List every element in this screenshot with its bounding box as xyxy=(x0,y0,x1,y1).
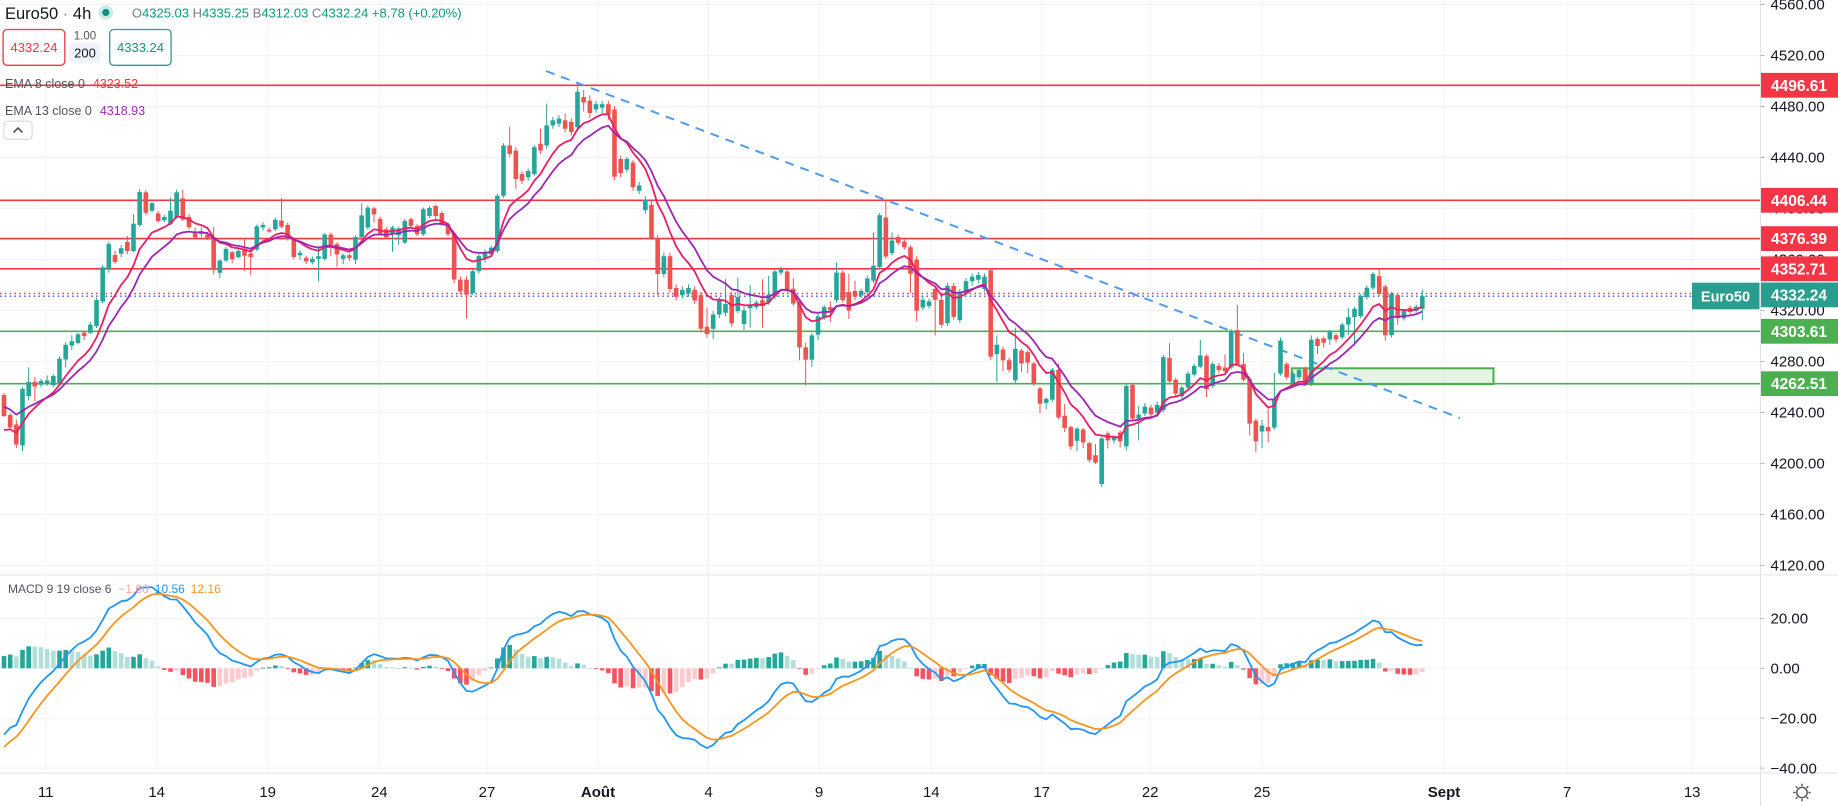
svg-text:17: 17 xyxy=(1033,784,1050,801)
svg-text:7: 7 xyxy=(1563,784,1571,801)
svg-text:27: 27 xyxy=(479,784,496,801)
svg-text:4160.00: 4160.00 xyxy=(1771,507,1825,524)
svg-text:0.00: 0.00 xyxy=(1771,661,1800,678)
svg-text:Euro50: Euro50 xyxy=(1701,290,1750,306)
svg-text:Sept: Sept xyxy=(1428,784,1461,801)
svg-text:9: 9 xyxy=(815,784,823,801)
svg-text:1.00: 1.00 xyxy=(74,31,96,43)
svg-text:4: 4 xyxy=(704,784,712,801)
svg-text:−20.00: −20.00 xyxy=(1771,710,1817,727)
svg-text:25: 25 xyxy=(1254,784,1271,801)
svg-text:19: 19 xyxy=(259,784,276,801)
svg-text:4280.00: 4280.00 xyxy=(1771,354,1825,371)
svg-text:4560.00: 4560.00 xyxy=(1771,0,1825,14)
svg-text:4352.71: 4352.71 xyxy=(1771,261,1827,278)
svg-text:14: 14 xyxy=(923,784,940,801)
svg-text:4520.00: 4520.00 xyxy=(1771,48,1825,65)
svg-text:Euro50 · 4h: Euro50 · 4h xyxy=(5,5,91,23)
svg-text:14: 14 xyxy=(148,784,165,801)
svg-text:4376.39: 4376.39 xyxy=(1771,231,1827,248)
svg-text:4200.00: 4200.00 xyxy=(1771,456,1825,473)
svg-text:4332.24: 4332.24 xyxy=(1771,287,1827,304)
svg-text:4406.44: 4406.44 xyxy=(1771,193,1827,210)
svg-text:4480.00: 4480.00 xyxy=(1771,99,1825,116)
svg-text:4303.61: 4303.61 xyxy=(1771,324,1827,341)
svg-text:4262.51: 4262.51 xyxy=(1771,376,1827,393)
svg-text:4440.00: 4440.00 xyxy=(1771,150,1825,167)
svg-text:−40.00: −40.00 xyxy=(1771,760,1817,777)
svg-text:4240.00: 4240.00 xyxy=(1771,405,1825,422)
svg-text:200: 200 xyxy=(74,46,96,61)
svg-text:20.00: 20.00 xyxy=(1771,611,1809,628)
svg-text:4496.61: 4496.61 xyxy=(1771,78,1827,95)
svg-text:Août: Août xyxy=(581,784,615,801)
svg-text:4333.24: 4333.24 xyxy=(117,40,164,55)
svg-text:O4325.03 H4335.25 B4312.03 C43: O4325.03 H4335.25 B4312.03 C4332.24 +8.7… xyxy=(132,6,462,21)
svg-text:4332.24: 4332.24 xyxy=(11,40,58,55)
svg-text:11: 11 xyxy=(38,784,54,801)
svg-text:22: 22 xyxy=(1142,784,1159,801)
svg-text:13: 13 xyxy=(1684,784,1701,801)
svg-text:24: 24 xyxy=(371,784,388,801)
svg-text:4120.00: 4120.00 xyxy=(1771,558,1825,575)
